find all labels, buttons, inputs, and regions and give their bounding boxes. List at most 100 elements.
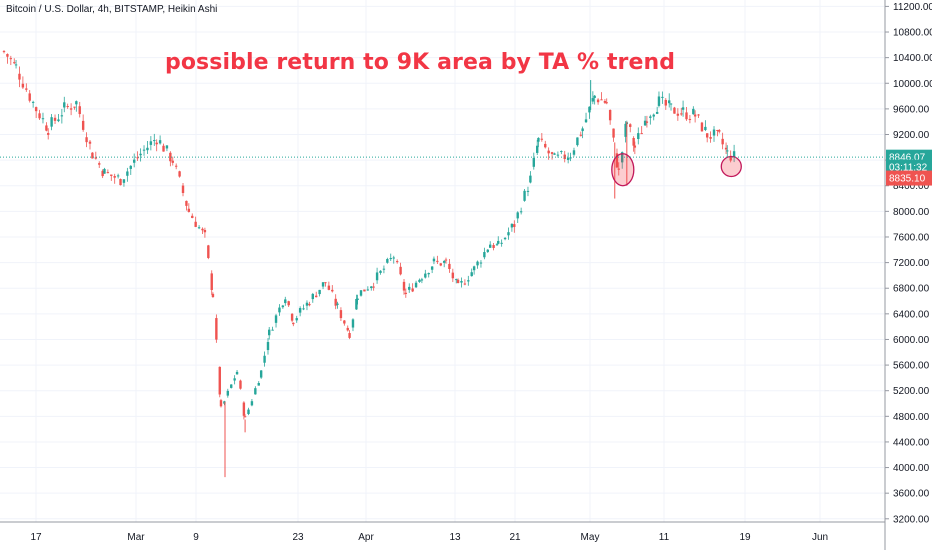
candle-body	[38, 113, 41, 119]
candle-body	[661, 96, 664, 98]
candle-body	[103, 168, 106, 174]
candle-body	[503, 237, 507, 240]
candle-body	[47, 133, 50, 135]
x-tick-label: Mar	[127, 532, 145, 543]
candle-body	[132, 159, 136, 163]
candle-body	[53, 117, 57, 121]
candle-body	[408, 286, 411, 290]
candle-body	[463, 283, 467, 285]
candle-body	[57, 119, 60, 122]
candle-body	[637, 133, 640, 140]
y-tick-label: 10400.00	[893, 53, 932, 64]
candle-body	[657, 96, 661, 106]
x-tick-label: Apr	[358, 532, 374, 543]
candle-body	[442, 261, 446, 263]
candle-body	[382, 268, 386, 270]
candle-body	[126, 171, 129, 176]
candle-body	[197, 227, 201, 229]
candle-body	[456, 279, 460, 284]
candle-body	[704, 126, 707, 131]
candle-body	[556, 154, 560, 156]
candle-body	[287, 301, 290, 306]
candle-body	[292, 322, 295, 325]
candle-body	[18, 73, 21, 80]
candle-body	[278, 307, 281, 313]
candle-body	[178, 171, 181, 177]
candle-body	[136, 157, 139, 159]
candle-body	[233, 378, 236, 381]
candle-body	[389, 258, 392, 260]
candle-body	[271, 329, 274, 331]
candle-body	[372, 286, 375, 288]
candle-body	[669, 103, 673, 105]
candle-body	[305, 302, 309, 306]
candle-body	[479, 262, 483, 264]
candle-body	[339, 310, 343, 319]
candle-body	[721, 138, 724, 145]
candle-body	[576, 137, 579, 146]
candle-body	[88, 141, 92, 144]
candle-body	[263, 355, 266, 363]
y-tick-label: 9200.00	[893, 130, 930, 141]
x-tick-label: 11	[659, 532, 670, 543]
candle-body	[34, 107, 38, 112]
candle-body	[500, 242, 503, 244]
candle-body	[513, 224, 516, 227]
candle-body	[116, 175, 120, 177]
candle-body	[526, 190, 530, 192]
candle-body	[486, 249, 489, 252]
candle-body	[560, 151, 563, 153]
candle-body	[254, 388, 257, 395]
candle-body	[612, 128, 615, 138]
y-tick-label: 3600.00	[893, 489, 930, 500]
candle-body	[295, 318, 298, 321]
candle-body	[685, 112, 688, 120]
x-tick-label: May	[581, 532, 600, 543]
candle-body	[392, 257, 395, 259]
candle-body	[242, 402, 246, 416]
candle-body	[250, 401, 254, 406]
y-tick-label: 8400.00	[893, 181, 930, 192]
y-tick-label: 7600.00	[893, 232, 930, 243]
candle-body	[629, 124, 632, 127]
candle-body	[430, 266, 434, 270]
candle-body	[366, 289, 370, 291]
candle-body	[155, 142, 158, 145]
x-tick-label: 17	[30, 532, 42, 543]
candle-body	[529, 175, 532, 183]
y-tick-label: 10800.00	[893, 28, 932, 39]
candle-body	[584, 119, 588, 123]
y-tick-label: 4000.00	[893, 463, 930, 474]
candle-body	[348, 333, 351, 338]
candle-body	[603, 100, 607, 103]
x-tick-label: 13	[449, 532, 461, 543]
candle-body	[230, 384, 233, 388]
x-tick-label: Jun	[812, 532, 828, 543]
candle-body	[510, 223, 514, 228]
candle-body	[697, 114, 700, 116]
candle-body	[379, 270, 382, 273]
candle-body	[681, 107, 685, 110]
candle-body	[346, 327, 349, 331]
candle-body	[432, 258, 436, 262]
candle-body	[359, 290, 363, 296]
candle-body	[418, 279, 421, 282]
y-tick-label: 5600.00	[893, 361, 930, 372]
candle-body	[399, 266, 402, 275]
x-tick-label: 9	[193, 532, 199, 543]
price-badge-label: 8835.10	[889, 174, 926, 185]
candle-body	[69, 108, 73, 110]
candle-body	[726, 150, 729, 152]
candle-body	[223, 401, 226, 404]
candle-body	[617, 168, 620, 170]
candle-body	[620, 152, 624, 163]
candle-body	[308, 303, 311, 306]
candle-body	[207, 245, 210, 258]
candle-body	[688, 118, 692, 120]
candle-body	[41, 118, 45, 120]
candle-body	[219, 400, 223, 407]
candle-body	[718, 130, 721, 132]
candle-body	[633, 145, 637, 148]
candle-body	[655, 111, 659, 114]
